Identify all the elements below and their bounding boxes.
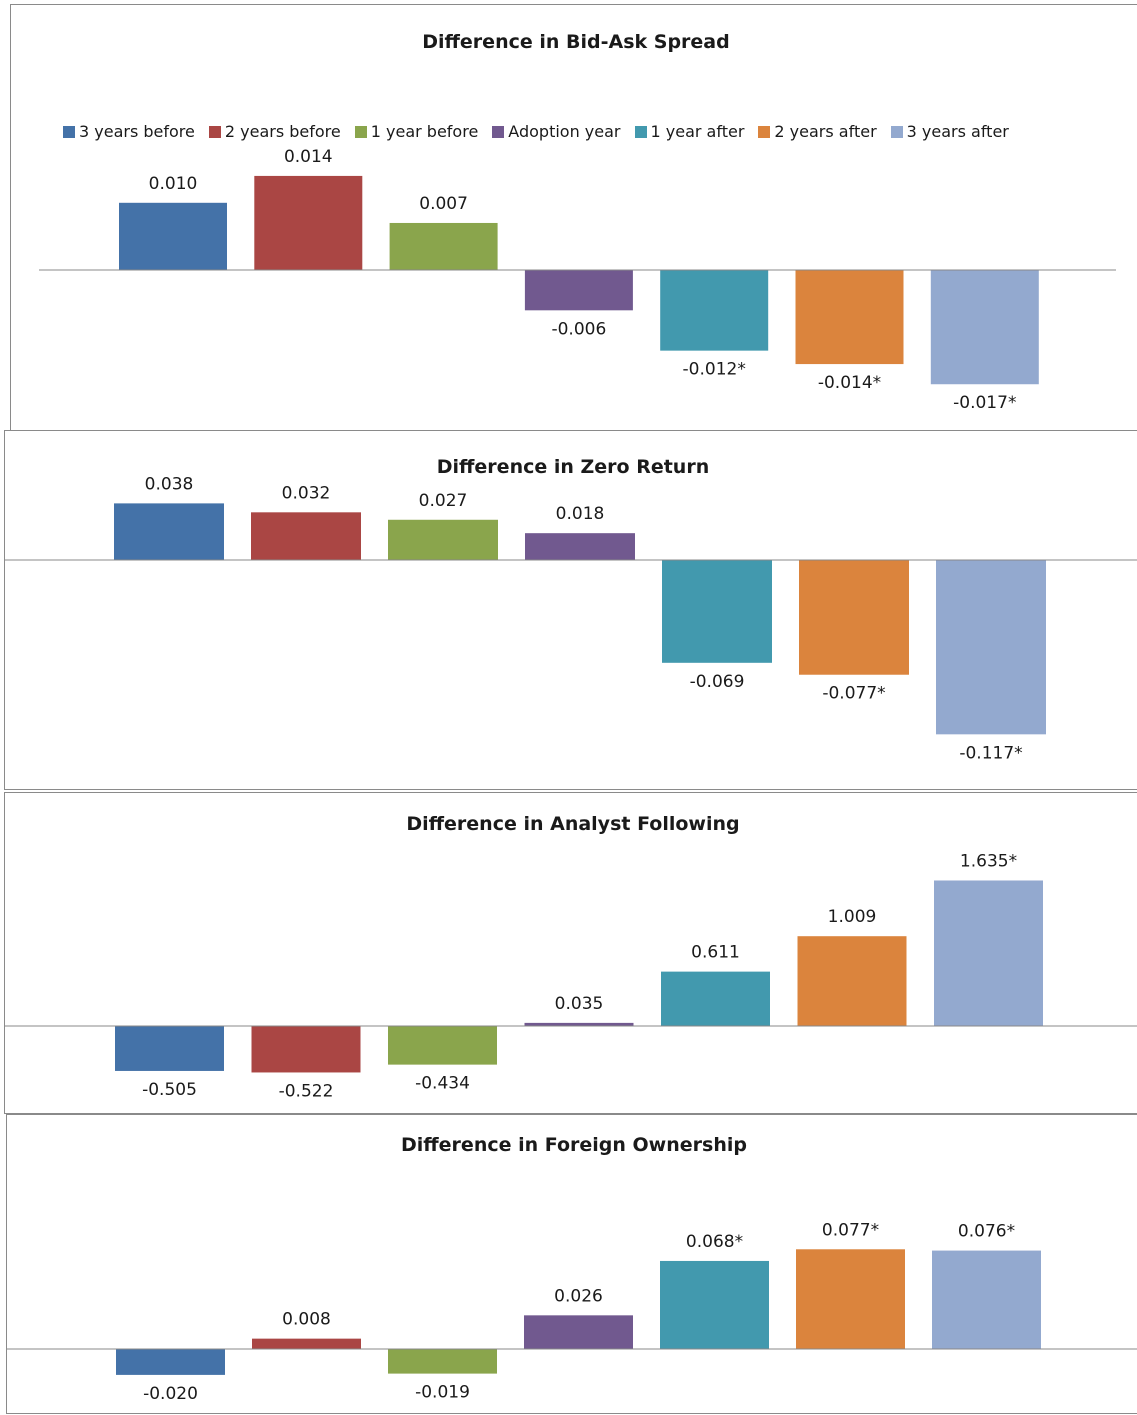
bar-3-years-before	[114, 503, 224, 560]
legend-swatch	[634, 125, 647, 138]
data-label: 1.009	[828, 907, 877, 927]
chart-panel-analyst-following: Difference in Analyst Following -0.505 -0.…	[4, 792, 1137, 1114]
bar-adoption-year	[524, 1315, 633, 1349]
data-label: 0.077*	[822, 1220, 879, 1240]
legend-label: 1 year after	[650, 122, 745, 141]
data-label: 0.068*	[686, 1232, 743, 1252]
data-label: -0.522	[279, 1081, 334, 1101]
legend-label: 1 year before	[370, 122, 479, 141]
data-label: -0.019	[415, 1383, 470, 1403]
bar-3-years-before	[115, 1026, 224, 1071]
legend-item: 2 years before	[208, 122, 341, 141]
legend-label: 3 years before	[79, 122, 195, 141]
bar-2-years-before	[251, 1026, 361, 1073]
chart-panel-bid-ask-spread: Difference in Bid-Ask Spread 0.010 0.014 0.…	[10, 4, 1137, 431]
data-label: -0.012*	[683, 360, 746, 380]
bar-3-years-before	[119, 202, 227, 270]
legend-item: 2 years after	[758, 122, 877, 141]
chart-panel-zero-return: Difference in Zero Return 0.038 0.032 0.027…	[4, 430, 1137, 790]
data-label: -0.434	[415, 1074, 470, 1094]
data-label: -0.117*	[959, 743, 1022, 763]
legend-swatch	[890, 125, 903, 138]
data-label: 0.032	[282, 483, 331, 503]
chart-title: Difference in Zero Return	[437, 456, 710, 478]
data-label: 0.010	[149, 174, 198, 194]
bar-adoption-year	[525, 533, 635, 560]
legend-item: 1 year before	[354, 122, 479, 141]
bar-1-year-before	[389, 222, 498, 270]
bar-3-years-after	[932, 1250, 1041, 1349]
chart-title: Difference in Analyst Following	[406, 813, 739, 835]
data-label: 0.611	[691, 943, 740, 963]
bar-3-years-after	[936, 560, 1046, 735]
bar-1-year-before	[388, 519, 498, 560]
data-label: 0.026	[554, 1286, 603, 1306]
legend-item: 3 years before	[63, 122, 195, 141]
data-label: 1.635*	[960, 851, 1017, 871]
data-label: 0.007	[419, 194, 468, 214]
bar-1-year-after	[661, 971, 770, 1026]
legend-label: Adoption year	[508, 122, 621, 141]
data-label: 0.038	[145, 474, 194, 494]
data-label: -0.014*	[818, 373, 881, 393]
legend-swatch	[354, 125, 367, 138]
data-label: -0.069	[690, 672, 745, 692]
bar-2-years-before	[252, 1338, 361, 1349]
legend-item: Adoption year	[492, 122, 621, 141]
bar-2-years-after	[796, 1249, 905, 1349]
data-label: -0.017*	[953, 393, 1016, 413]
data-label: -0.077*	[822, 684, 885, 704]
legend-item: 3 years after	[890, 122, 1009, 141]
data-label: -0.020	[143, 1384, 198, 1404]
chart-svg: Difference in Foreign Ownership -0.020 0.0…	[7, 1134, 1137, 1404]
legend-label: 2 years after	[774, 122, 877, 141]
data-label: 0.008	[282, 1310, 331, 1330]
chart-svg: Difference in Bid-Ask Spread 0.010 0.014 0.…	[39, 31, 1116, 413]
bar-3-years-before	[116, 1349, 225, 1375]
data-label: 0.035	[555, 994, 604, 1014]
legend-swatch	[758, 125, 771, 138]
bar-1-year-after	[662, 560, 772, 663]
chart-svg: Difference in Zero Return 0.038 0.032 0.027…	[5, 456, 1137, 763]
bar-1-year-before	[388, 1026, 497, 1065]
bar-2-years-before	[254, 175, 363, 270]
legend-swatch	[492, 125, 505, 138]
bar-3-years-after	[930, 270, 1039, 385]
bar-3-years-after	[934, 880, 1043, 1026]
bar-adoption-year	[524, 1022, 634, 1026]
bar-adoption-year	[524, 270, 633, 311]
chart-panel-foreign-ownership: Difference in Foreign Ownership -0.020 0.0…	[6, 1114, 1137, 1414]
data-label: 0.014	[284, 147, 333, 167]
bar-2-years-after	[799, 560, 909, 675]
bar-2-years-before	[251, 512, 361, 560]
bar-1-year-after	[660, 270, 769, 351]
data-label: 0.018	[556, 504, 605, 524]
bar-1-year-after	[660, 1260, 769, 1349]
chart-svg: Difference in Analyst Following -0.505 -0.…	[5, 813, 1137, 1101]
chart-title: Difference in Bid-Ask Spread	[422, 31, 729, 53]
legend-label: 2 years before	[224, 122, 341, 141]
legend-swatch	[63, 125, 75, 138]
bar-1-year-before	[388, 1349, 497, 1374]
data-label: 0.027	[419, 491, 468, 511]
chart-title: Difference in Foreign Ownership	[401, 1134, 747, 1156]
legend-label: 3 years after	[906, 122, 1009, 141]
data-label: -0.006	[551, 319, 606, 339]
legend-item: 1 year after	[634, 122, 745, 141]
legend-swatch	[208, 125, 221, 138]
bar-2-years-after	[795, 270, 904, 365]
bar-2-years-after	[797, 936, 907, 1026]
data-label: 0.076*	[958, 1222, 1015, 1242]
data-label: -0.505	[142, 1080, 197, 1100]
chart-legend: 3 years before 2 years before 1 year befor…	[63, 122, 1023, 141]
